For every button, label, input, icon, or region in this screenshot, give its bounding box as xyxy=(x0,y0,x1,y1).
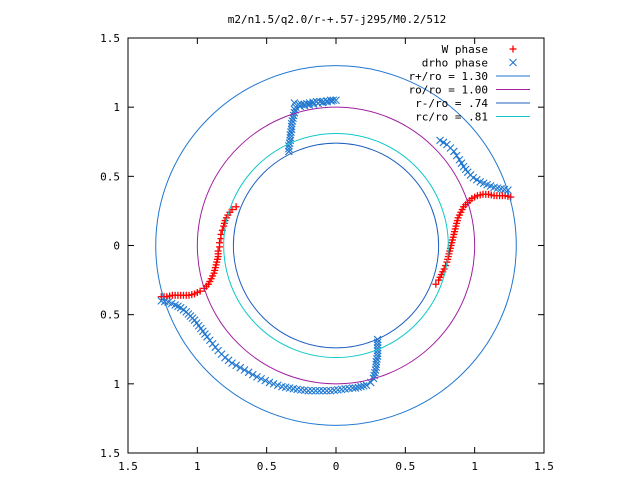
x-tick-label: 1.5 xyxy=(118,460,138,473)
series-circle xyxy=(223,132,449,359)
data-point xyxy=(248,370,257,379)
data-point xyxy=(240,366,249,374)
data-point xyxy=(452,151,461,160)
data-point xyxy=(269,379,278,388)
x-tick-label: 0.5 xyxy=(257,460,277,473)
series-circle xyxy=(232,142,440,349)
legend-label: rc/ro = .81 xyxy=(415,111,488,124)
data-point xyxy=(373,341,382,349)
data-point xyxy=(469,173,478,182)
x-tick-label: 1.5 xyxy=(534,460,554,473)
y-tick-label: 1 xyxy=(113,378,120,391)
y-tick-label: 0.5 xyxy=(100,309,120,322)
data-point xyxy=(372,357,381,366)
y-tick-label: 1.5 xyxy=(100,447,120,460)
data-point xyxy=(442,262,450,270)
data-point xyxy=(220,222,228,230)
data-point xyxy=(308,386,316,395)
data-point xyxy=(216,243,224,251)
legend-label: r-/ro = .74 xyxy=(415,97,488,110)
x-tick-label: 0.5 xyxy=(395,460,415,473)
x-tick-label: 0 xyxy=(333,460,340,473)
data-point xyxy=(435,276,443,284)
y-tick-label: 1.5 xyxy=(100,32,120,45)
series-circle xyxy=(155,65,517,426)
data-point xyxy=(319,386,327,395)
x-tick-label: 1 xyxy=(471,460,478,473)
legend-label: W phase xyxy=(442,43,488,56)
data-point xyxy=(351,384,360,392)
x-tick-label: 1 xyxy=(194,460,201,473)
data-point xyxy=(265,378,274,387)
data-point xyxy=(261,376,270,385)
series-5 xyxy=(223,132,449,359)
data-point xyxy=(322,386,331,395)
series-layer xyxy=(155,65,517,426)
data-point xyxy=(284,144,293,153)
data-point xyxy=(472,175,481,184)
data-point xyxy=(290,99,299,107)
y-tick-label: 0 xyxy=(113,240,120,253)
data-point xyxy=(315,386,324,395)
legend-swatch xyxy=(509,45,517,53)
data-point xyxy=(432,280,440,288)
data-point xyxy=(286,130,295,139)
tick-labels: 1.5 1 0.5 0 0.5 1 1.51.510.500.511.5 xyxy=(100,32,554,473)
data-point xyxy=(329,96,338,105)
data-point xyxy=(257,374,266,383)
y-tick-label: 0.5 xyxy=(100,170,120,183)
series-3 xyxy=(196,106,476,385)
data-point xyxy=(244,368,253,377)
chart-title: m2/n1.5/q2.0/r-+.57-j295/M0.2/512 xyxy=(228,13,447,26)
legend-label: r+/ro = 1.30 xyxy=(409,70,488,83)
axis-ticks xyxy=(127,37,545,454)
series-1 xyxy=(157,96,512,395)
data-point xyxy=(253,373,261,381)
series-0 xyxy=(157,190,515,301)
data-point xyxy=(354,383,363,392)
data-point xyxy=(236,363,245,372)
data-point xyxy=(449,147,458,156)
data-point xyxy=(311,386,320,395)
y-tick-label: 1 xyxy=(113,101,120,114)
data-point xyxy=(284,142,293,150)
data-point xyxy=(436,136,444,145)
data-point xyxy=(228,359,236,367)
series-4 xyxy=(232,142,440,349)
data-point xyxy=(287,119,296,128)
legend-label: ro/ro = 1.00 xyxy=(409,84,488,97)
legend-swatch xyxy=(509,58,517,67)
data-point xyxy=(439,138,448,147)
series-circle xyxy=(196,106,476,385)
data-point xyxy=(304,386,313,395)
legend-label: drho phase xyxy=(422,57,488,70)
data-point xyxy=(232,203,240,211)
data-point xyxy=(232,361,241,370)
data-point xyxy=(217,235,225,243)
data-point xyxy=(455,155,464,164)
data-point xyxy=(273,381,282,390)
data-point xyxy=(457,159,466,168)
series-2 xyxy=(155,65,517,426)
